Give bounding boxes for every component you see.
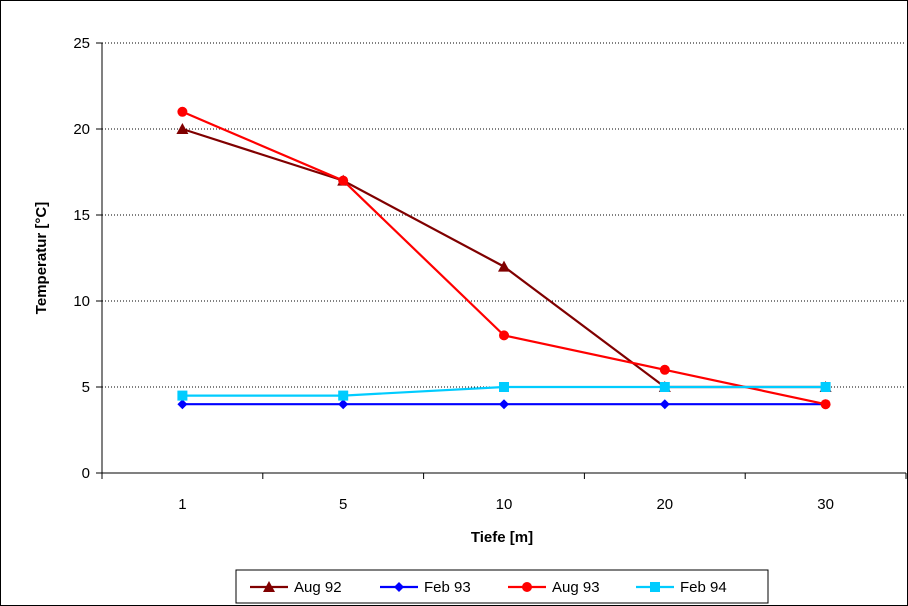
legend-label: Aug 92 [294, 579, 342, 596]
data-point-aug-93 [177, 106, 188, 117]
y-axis-title: Temperatur [°C] [33, 202, 50, 314]
legend-swatch-marker [394, 582, 404, 592]
data-point-aug-93 [499, 330, 509, 341]
y-tick-label: 20 [73, 121, 90, 138]
x-tick-label: 30 [817, 496, 834, 513]
x-tick-label: 1 [178, 496, 186, 513]
data-point-feb-93 [659, 399, 670, 410]
x-tick-label: 10 [496, 496, 513, 513]
data-point-aug-93 [659, 364, 670, 375]
data-point-aug-92 [176, 123, 189, 134]
y-tick-label: 10 [73, 293, 90, 310]
series-aug-93 [177, 106, 831, 410]
legend-box [235, 569, 769, 604]
data-point-feb-94 [338, 390, 349, 401]
legend-item-aug-93: Aug 93 [508, 579, 600, 596]
data-point-feb-94 [820, 382, 831, 392]
x-tick-label: 5 [339, 496, 347, 513]
data-point-feb-93 [499, 399, 509, 410]
legend-item-aug-92: Aug 92 [250, 579, 342, 596]
legend-swatch-marker [522, 582, 532, 592]
legend-item-feb-93: Feb 93 [380, 579, 471, 596]
legend-item-feb-94: Feb 94 [636, 579, 727, 596]
series-line-aug-92 [182, 127, 826, 389]
series-feb-94 [177, 382, 831, 401]
x-axis-title: Tiefe [m] [471, 529, 533, 546]
legend-label: Feb 94 [680, 579, 727, 596]
data-point-feb-93 [177, 399, 188, 410]
series-line-aug-93 [181, 110, 826, 406]
legend-label: Aug 93 [552, 579, 600, 596]
y-tick-label: 15 [73, 207, 90, 224]
data-point-feb-94 [499, 382, 509, 392]
legend-label: Feb 93 [424, 579, 471, 596]
data-point-aug-93 [820, 399, 831, 410]
legend-swatch-marker [263, 581, 275, 592]
legend: Aug 92 Feb 93 Aug 93 Feb 94 [235, 569, 769, 604]
y-tick-label: 5 [82, 379, 90, 396]
data-point-feb-93 [338, 399, 349, 410]
data-point-feb-94 [177, 390, 188, 401]
series-feb-93 [177, 399, 831, 410]
data-point-feb-94 [659, 382, 670, 392]
data-point-aug-92 [498, 260, 510, 272]
data-point-aug-93 [338, 175, 349, 186]
legend-swatch-marker [650, 582, 660, 592]
series-aug-92 [176, 123, 832, 392]
series-lines [176, 106, 832, 410]
y-tick-label: 0 [82, 465, 90, 482]
y-tick-label: 25 [73, 35, 90, 52]
x-tick-label: 20 [656, 496, 673, 513]
